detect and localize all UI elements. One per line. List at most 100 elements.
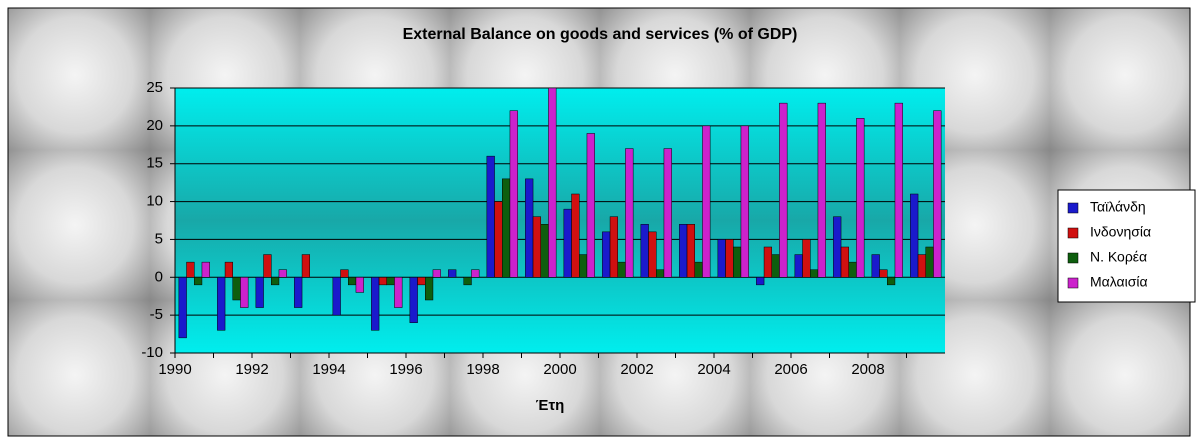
x-tick-label: 2004 xyxy=(697,361,730,378)
bar xyxy=(278,269,287,278)
bar xyxy=(756,277,765,286)
x-axis-label: Έτη xyxy=(536,397,565,414)
x-tick-label: 1992 xyxy=(235,361,268,378)
bar xyxy=(340,269,349,278)
legend-box xyxy=(1057,189,1196,303)
bar xyxy=(679,224,688,278)
bar xyxy=(301,254,310,278)
bar xyxy=(702,125,711,278)
legend-swatch xyxy=(1067,252,1079,264)
bar xyxy=(848,261,857,278)
bar xyxy=(887,277,896,286)
legend-label: Ν. Κορέα xyxy=(1090,249,1147,265)
y-tick-label: 20 xyxy=(146,117,163,134)
bar xyxy=(810,269,819,278)
bar xyxy=(371,277,380,331)
bar xyxy=(771,254,780,278)
bar xyxy=(763,246,772,278)
bar xyxy=(486,155,495,278)
bar xyxy=(240,277,249,308)
bar xyxy=(217,277,226,331)
bar xyxy=(686,224,695,278)
y-tick-label: 15 xyxy=(146,155,163,172)
bar xyxy=(540,224,549,278)
bar xyxy=(740,125,749,278)
legend-swatch xyxy=(1067,202,1079,214)
bar xyxy=(579,254,588,278)
bar xyxy=(348,277,357,286)
bar xyxy=(186,261,195,278)
bar xyxy=(817,102,826,278)
bar xyxy=(355,277,364,293)
bar xyxy=(525,178,534,278)
bar xyxy=(386,277,395,286)
bar xyxy=(933,110,942,278)
x-tick-label: 1994 xyxy=(312,361,345,378)
bar xyxy=(917,254,926,278)
bar xyxy=(571,193,580,278)
bar xyxy=(563,208,572,278)
legend-label: Ταϊλάνδη xyxy=(1090,199,1146,215)
bar xyxy=(194,277,203,286)
bar xyxy=(417,277,426,286)
bar xyxy=(463,277,472,286)
y-tick-label: -10 xyxy=(141,344,163,361)
chart-title: External Balance on goods and services (… xyxy=(403,26,798,43)
bar xyxy=(609,216,618,278)
bar xyxy=(725,239,734,278)
bar xyxy=(378,277,387,286)
bar xyxy=(733,246,742,278)
bar xyxy=(425,277,434,301)
bar xyxy=(694,261,703,278)
bar xyxy=(471,269,480,278)
bar xyxy=(871,254,880,278)
legend-label: Μαλαισία xyxy=(1090,274,1148,290)
x-tick-label: 1990 xyxy=(158,361,191,378)
plot-area xyxy=(175,88,945,353)
bar xyxy=(263,254,272,278)
y-tick-label: 10 xyxy=(146,193,163,210)
bar xyxy=(502,178,511,278)
x-tick-label: 2002 xyxy=(620,361,653,378)
bar xyxy=(894,102,903,278)
bar xyxy=(625,148,634,278)
bar xyxy=(232,277,241,301)
bar xyxy=(586,133,595,278)
bar xyxy=(840,246,849,278)
x-tick-label: 1996 xyxy=(389,361,422,378)
bar xyxy=(494,201,503,278)
bar xyxy=(910,193,919,278)
bar xyxy=(779,102,788,278)
bar xyxy=(640,224,649,278)
y-tick-label: 25 xyxy=(146,79,163,96)
bar xyxy=(201,261,210,278)
legend-swatch xyxy=(1067,227,1079,239)
bar xyxy=(224,261,234,278)
bar xyxy=(802,239,811,278)
x-tick-label: 2006 xyxy=(774,361,807,378)
bar xyxy=(294,277,303,308)
legend-label: Ινδονησία xyxy=(1090,224,1151,240)
bar xyxy=(409,277,418,323)
x-tick-label: 2008 xyxy=(851,361,884,378)
bar xyxy=(617,261,626,278)
bar xyxy=(255,277,264,308)
bar xyxy=(271,277,280,286)
bar xyxy=(394,277,403,308)
legend-swatch xyxy=(1067,277,1079,289)
bar xyxy=(663,148,672,278)
bar xyxy=(794,254,803,278)
bar xyxy=(879,269,888,278)
bar xyxy=(332,277,341,316)
y-tick-label: 0 xyxy=(155,268,163,285)
bar xyxy=(717,239,726,278)
bar xyxy=(448,269,457,278)
x-tick-label: 2000 xyxy=(543,361,576,378)
bar xyxy=(432,269,441,278)
bar xyxy=(509,110,518,278)
bar xyxy=(648,231,657,278)
y-tick-label: -5 xyxy=(150,306,163,323)
bar xyxy=(833,216,842,278)
bar xyxy=(856,118,865,278)
